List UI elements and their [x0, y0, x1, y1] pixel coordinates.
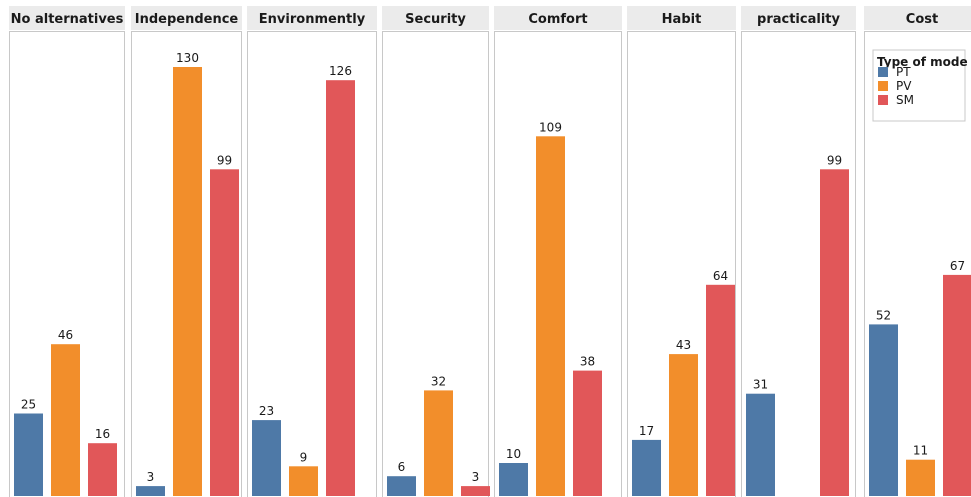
data-label-cost-pv: 11 [913, 444, 928, 458]
data-label-security-pt: 6 [398, 460, 406, 474]
bar-habit-pv [669, 354, 698, 496]
data-label-no-alternatives-pt: 25 [21, 398, 36, 412]
panel-cost: Cost 52 11 67 [864, 6, 971, 497]
data-label-independence-pv: 130 [176, 51, 199, 65]
legend-swatch-pt [878, 67, 888, 77]
bar-cost-sm [943, 274, 971, 496]
panel-title: Habit [662, 12, 702, 27]
bar-comfort-pv [536, 136, 565, 497]
panel-header [382, 6, 489, 30]
bar-comfort-pt [499, 463, 528, 496]
panel-no-alternatives: No alternatives 25 46 16 [9, 6, 125, 497]
bar-cost-pt [869, 324, 898, 496]
bar-cost-pv [906, 459, 935, 496]
panel-frame [627, 31, 736, 497]
bar-independence-pt [136, 486, 165, 496]
panel-title: Independence [135, 12, 239, 27]
bar-comfort-sm [573, 370, 602, 496]
panel-practicality: practicality 31 99 [741, 6, 856, 497]
panel-independence: Independence 3 130 99 [131, 6, 242, 497]
bar-security-pv [424, 390, 453, 496]
bar-practicality-sm [820, 169, 849, 497]
panel-title: Cost [906, 12, 938, 27]
bar-habit-pt [632, 439, 661, 496]
panel-frame [382, 31, 489, 497]
panel-header [494, 6, 622, 30]
bar-no-alternatives-pv [51, 344, 80, 496]
panel-comfort: Comfort 10 109 38 [494, 6, 622, 497]
bar-practicality-pt [746, 393, 775, 496]
panel-security: Security 6 32 3 [382, 6, 490, 497]
panel-title: Security [405, 12, 466, 27]
panel-title: Environmently [259, 12, 366, 27]
data-label-comfort-sm: 38 [580, 355, 595, 369]
bar-security-sm [461, 486, 490, 496]
panel-frame [247, 31, 377, 497]
bar-no-alternatives-pt [14, 413, 43, 496]
legend-label-pv: PV [896, 79, 912, 93]
data-label-environmently-sm: 126 [329, 64, 352, 78]
data-label-environmently-pv: 9 [300, 450, 308, 464]
bar-independence-sm [210, 169, 239, 497]
data-label-habit-pv: 43 [676, 338, 691, 352]
bar-environmently-pt [252, 420, 281, 496]
panel-frame [494, 31, 622, 497]
data-label-no-alternatives-sm: 16 [95, 427, 110, 441]
panel-header [247, 6, 377, 30]
data-label-environmently-pt: 23 [259, 404, 274, 418]
legend-label-pt: PT [896, 65, 911, 79]
chart-panels: No alternatives 25 46 16 Independence 3 130 99 E… [9, 6, 971, 497]
bar-environmently-sm [326, 80, 355, 496]
data-label-cost-sm: 67 [950, 259, 965, 273]
panel-frame [131, 31, 242, 497]
data-label-habit-sm: 64 [713, 269, 728, 283]
legend-swatch-pv [878, 81, 888, 91]
data-label-cost-pt: 52 [876, 308, 891, 322]
bar-no-alternatives-sm [88, 443, 117, 496]
data-label-independence-sm: 99 [217, 153, 232, 167]
data-label-habit-pt: 17 [639, 424, 654, 438]
legend-box [872, 49, 966, 122]
panel-frame [741, 31, 856, 497]
panel-title: Comfort [528, 12, 587, 27]
legend-title: Type of mode [877, 55, 968, 69]
panel-habit: Habit 17 43 64 [627, 6, 736, 497]
panel-frame [864, 31, 971, 497]
panel-title: practicality [757, 12, 840, 27]
panel-header [9, 6, 125, 30]
panel-title: No alternatives [11, 12, 124, 27]
bar-security-pt [387, 476, 416, 496]
data-label-security-pv: 32 [431, 374, 446, 388]
bar-environmently-pv [289, 466, 318, 496]
data-label-comfort-pt: 10 [506, 447, 521, 461]
data-label-practicality-pt: 31 [753, 378, 768, 392]
data-label-no-alternatives-pv: 46 [58, 328, 73, 342]
panel-header [627, 6, 736, 30]
legend-label-sm: SM [896, 93, 914, 107]
panel-header [131, 6, 242, 30]
bar-independence-pv [173, 67, 202, 496]
data-label-independence-pt: 3 [147, 470, 155, 484]
legend-swatch-sm [878, 95, 888, 105]
data-label-practicality-sm: 99 [827, 153, 842, 167]
panel-frame [9, 31, 125, 497]
bar-habit-sm [706, 284, 735, 496]
data-label-security-sm: 3 [472, 470, 480, 484]
panel-header [864, 6, 971, 30]
panel-header [741, 6, 856, 30]
data-label-comfort-pv: 109 [539, 120, 562, 134]
panel-environmently: Environmently 23 9 126 [247, 6, 377, 497]
